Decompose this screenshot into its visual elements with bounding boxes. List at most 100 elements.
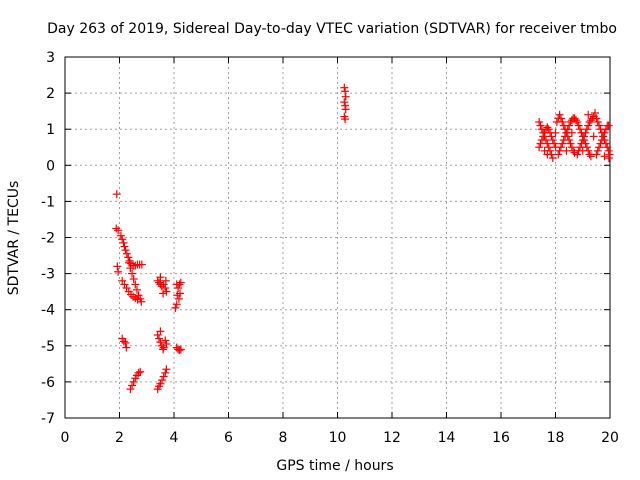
data-point (175, 280, 184, 289)
x-tick-label: 6 (224, 430, 233, 446)
data-point (581, 128, 590, 137)
data-point (535, 143, 544, 152)
data-point (174, 284, 183, 293)
x-tick-label: 10 (329, 430, 347, 446)
data-point (159, 289, 168, 298)
data-point (558, 139, 567, 148)
data-point (175, 346, 184, 355)
data-point (156, 379, 165, 388)
data-point (600, 152, 609, 161)
data-point (582, 125, 591, 134)
data-point (554, 150, 563, 159)
data-point (157, 282, 166, 291)
data-point (599, 132, 608, 141)
data-points (112, 83, 614, 394)
data-point (174, 294, 183, 303)
data-point (112, 190, 121, 199)
x-tick-label: 20 (601, 430, 619, 446)
data-point (556, 143, 565, 152)
data-point (114, 226, 123, 235)
x-tick-label: 4 (170, 430, 179, 446)
data-point (162, 365, 171, 374)
data-point (161, 336, 170, 345)
data-point (537, 136, 546, 145)
y-tick-label: -2 (41, 231, 55, 247)
data-point (548, 136, 557, 145)
data-point (584, 110, 593, 119)
y-tick-label: 0 (46, 158, 55, 174)
y-axis-label: SDTVAR / TECUs (6, 181, 22, 296)
data-point (576, 125, 585, 134)
data-point (120, 280, 129, 289)
data-point (340, 98, 349, 107)
x-tick-label: 2 (115, 430, 124, 446)
data-point (582, 143, 591, 152)
data-point (122, 343, 131, 352)
data-point (535, 117, 544, 126)
data-point (567, 128, 576, 137)
data-point (122, 284, 131, 293)
data-point (592, 150, 601, 159)
data-point (161, 368, 170, 377)
data-point (119, 238, 128, 247)
data-point (567, 143, 576, 152)
data-point (555, 146, 564, 155)
x-tick-label: 16 (492, 430, 510, 446)
data-point (176, 345, 185, 354)
data-point (586, 152, 595, 161)
data-point (562, 146, 571, 155)
data-point (156, 273, 165, 282)
data-point (126, 385, 135, 394)
data-point (132, 285, 141, 294)
y-tick-label: -5 (41, 339, 55, 355)
data-point (571, 116, 580, 125)
data-point (161, 284, 170, 293)
data-point (548, 154, 557, 163)
data-point (159, 372, 168, 381)
data-point (125, 258, 134, 267)
data-point (341, 92, 350, 101)
data-point (341, 115, 350, 124)
y-tick-label: -1 (41, 194, 55, 210)
data-point (543, 123, 552, 132)
data-point (131, 280, 140, 289)
data-point (137, 260, 146, 269)
data-point (536, 121, 545, 130)
x-axis-label: GPS time / hours (276, 458, 393, 474)
data-point (595, 143, 604, 152)
data-point (121, 246, 130, 255)
data-point (580, 132, 589, 141)
data-point (129, 275, 138, 284)
data-point (112, 224, 121, 233)
data-point (128, 269, 137, 278)
data-point (118, 235, 127, 244)
data-point (341, 105, 350, 114)
data-point (126, 264, 135, 273)
data-point (172, 300, 181, 309)
data-point (156, 338, 165, 347)
data-point (536, 139, 545, 148)
data-point (551, 128, 560, 137)
data-point (593, 117, 602, 126)
chart-title: Day 263 of 2019, Sidereal Day-to-day VTE… (47, 21, 617, 37)
data-point (584, 121, 593, 130)
data-point (124, 253, 133, 262)
y-tick-label: 2 (46, 86, 55, 102)
y-tick-label: -6 (41, 375, 55, 391)
data-point (161, 276, 170, 285)
data-point (578, 146, 587, 155)
data-point (157, 341, 166, 350)
data-point (114, 267, 123, 276)
x-tick-label: 12 (383, 430, 401, 446)
data-point (561, 132, 570, 141)
data-point (539, 132, 548, 141)
data-point (175, 289, 184, 298)
data-point (162, 339, 171, 348)
data-point (176, 278, 185, 287)
y-tick-label: 3 (46, 50, 55, 66)
y-tick-label: -3 (41, 267, 55, 283)
data-point (573, 150, 582, 159)
data-point (544, 143, 553, 152)
data-point (120, 242, 129, 251)
